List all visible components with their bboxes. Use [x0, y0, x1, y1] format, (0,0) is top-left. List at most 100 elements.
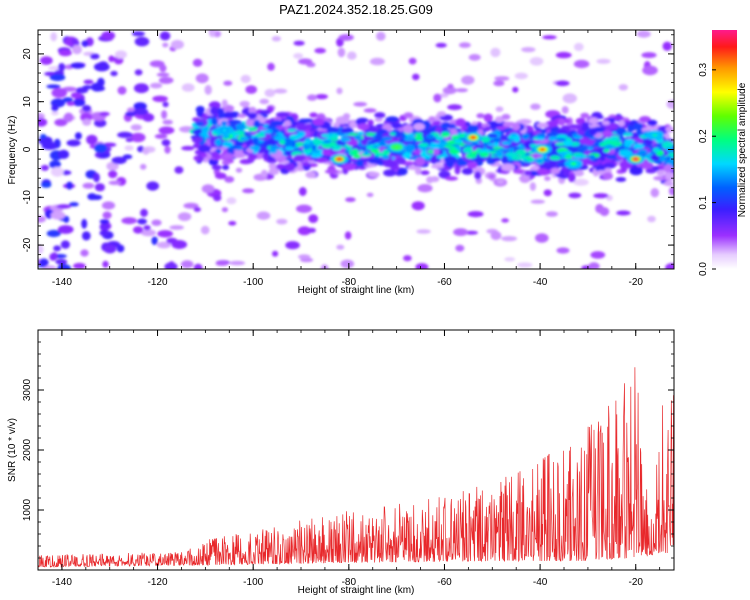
spectrogram-cell [111, 156, 127, 165]
x-tick-label: -140 [52, 277, 72, 288]
spectrogram-cell [81, 231, 91, 241]
spectrogram-cell [581, 122, 589, 127]
spectrogram-cell [56, 204, 72, 209]
spectrogram-cell [603, 148, 610, 153]
spectrogram-cell [87, 193, 97, 201]
spectrogram-cell [41, 141, 57, 150]
spectrogram-cell [50, 32, 57, 42]
x-tick-label: -20 [629, 577, 644, 588]
spectrogram-cell [99, 111, 110, 117]
spectrogram-cell [134, 36, 150, 47]
spectrogram-cell [181, 83, 195, 92]
spectrogram-cell [492, 137, 503, 144]
spectrogram-cell [546, 132, 560, 137]
spectrogram-cell [133, 83, 149, 94]
spectrogram-cell [57, 225, 74, 234]
spectrogram-cell [270, 120, 284, 127]
spectrogram-cell [248, 112, 258, 120]
spectrogram-cell [125, 111, 136, 117]
spectrogram-cell [573, 155, 585, 159]
spectrogram-cell [122, 154, 133, 160]
spectrogram-cell [355, 159, 364, 167]
spectrogram-cell [259, 109, 272, 115]
spectrogram-cell [161, 139, 171, 147]
spectrogram-cell [638, 149, 648, 155]
spectrogram-cell [431, 164, 444, 169]
spectrogram-cell [605, 123, 619, 130]
spectrogram-cell [157, 230, 174, 238]
spectrogram-cell [438, 170, 451, 179]
spectrogram-cell [245, 85, 257, 94]
spectrogram-cell [615, 127, 627, 136]
spectrogram-cell [558, 151, 568, 156]
spectrogram-cell [312, 118, 325, 126]
spectrogram-cell [229, 260, 246, 266]
spectrogram-cell [198, 144, 212, 153]
spectrogram-cell [232, 132, 241, 136]
spectrogram-cell [573, 135, 583, 139]
spectrogram-cell [75, 87, 89, 94]
spectrogram-cell [142, 113, 155, 122]
spectrogram-cell [159, 31, 171, 41]
spectrogram-cell [382, 149, 390, 156]
spectrogram-cell [544, 176, 551, 181]
spectrogram-cell [338, 34, 354, 41]
spectrogram-cell [133, 226, 144, 234]
spectrogram-cell [534, 158, 544, 164]
spectrogram-cell [285, 162, 296, 172]
spectrogram-cell [666, 99, 674, 109]
spectrogram-cell [110, 70, 118, 77]
spectrogram-cell [456, 159, 468, 167]
spectrogram-cell [70, 92, 82, 99]
spectrogram-cell [101, 31, 116, 40]
spectrogram-cell [494, 116, 504, 123]
spectrogram-cell [404, 143, 416, 153]
figure-title: PAZ1.2024.352.18.25.G09 [279, 2, 433, 17]
spectrogram-cell [455, 88, 468, 93]
spectrogram-cell [162, 119, 173, 125]
spectrogram-cell [476, 113, 485, 119]
spectrogram-cell [248, 126, 258, 132]
spectrogram-cell [602, 172, 614, 180]
spectrogram-cell [271, 36, 281, 42]
spectrogram-cell [195, 73, 209, 84]
spectrogram-cell [381, 155, 390, 160]
spectrogram-cell [140, 208, 148, 217]
x-tick-label: -100 [243, 277, 263, 288]
spectrogram-cell [525, 155, 533, 161]
spectrogram-cell [596, 58, 611, 64]
x-tick-label: -80 [342, 277, 357, 288]
spectrogram-cell [209, 106, 219, 116]
spectrogram-cell [200, 225, 210, 235]
spectrogram-cell [529, 182, 537, 191]
spectrogram-cell [171, 240, 188, 249]
spectrogram-cell [195, 105, 205, 114]
spectrogram-cell [466, 161, 478, 169]
spectrogram-cell [124, 145, 134, 151]
spectrogram-cell [162, 42, 169, 48]
spectrogram-cell [195, 121, 205, 126]
spectrogram-cell [274, 135, 286, 141]
spectrogram-cell [58, 149, 70, 159]
spectrogram-cell [82, 105, 92, 112]
spectrogram-cell [536, 122, 549, 128]
spectrogram-cell [174, 166, 184, 174]
spectrogram-cell [435, 136, 443, 141]
spectrogram-cell [284, 146, 295, 151]
spectrogram-cell [439, 93, 449, 98]
spectrogram-cell [367, 171, 380, 178]
spectrogram-cell [156, 72, 170, 77]
spectrogram-cell [260, 169, 268, 177]
spectrogram-cell [593, 193, 609, 199]
spectrogram-cell [623, 132, 633, 137]
spectrogram-cell [599, 207, 610, 217]
spectrogram-cell [303, 140, 311, 144]
spectrogram-cell [211, 117, 219, 126]
spectrogram-cell [264, 88, 276, 98]
spectrogram-cell [94, 183, 105, 192]
spectrogram-cell [66, 181, 73, 190]
spectrogram-cell [555, 51, 572, 59]
spectrogram-cell [259, 130, 267, 134]
spectrogram-cell [101, 201, 116, 210]
spectrogram-y-axis: 20 10 0 -10 -20 [22, 34, 674, 265]
